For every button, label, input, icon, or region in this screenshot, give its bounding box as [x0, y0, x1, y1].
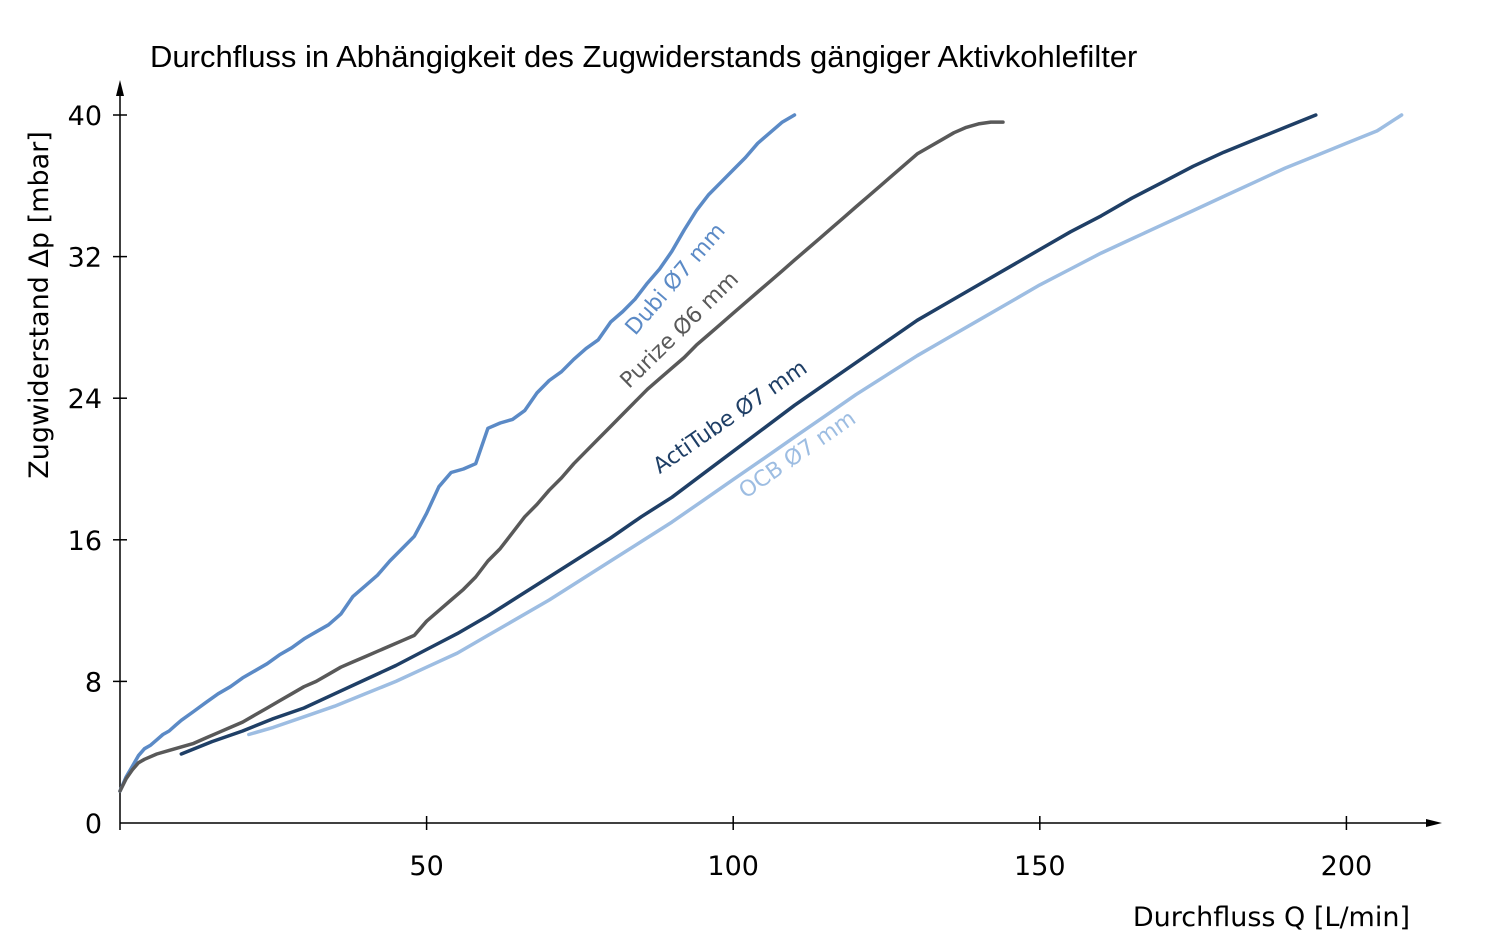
- x-tick-label: 100: [707, 851, 759, 882]
- y-tick-label: 32: [68, 243, 102, 274]
- x-tick-label: 150: [1014, 851, 1066, 882]
- y-tick-label: 0: [85, 809, 102, 840]
- y-axis-label: Zugwiderstand Δp [mbar]: [24, 131, 55, 479]
- y-tick-label: 16: [68, 526, 102, 557]
- ticks: 0 8 16 24 32 40 50 100 150 200: [68, 101, 1373, 882]
- y-axis-arrow: [116, 80, 124, 96]
- series-group: [118, 113, 1404, 793]
- series-line-2: [179, 113, 1318, 756]
- series-line-1: [118, 120, 1005, 793]
- y-tick-label: 8: [85, 667, 102, 698]
- x-tick-label: 200: [1321, 851, 1373, 882]
- series-line-3: [247, 113, 1404, 737]
- x-axis-label: Durchfluss Q [L/min]: [1133, 902, 1410, 933]
- series-line-0: [118, 113, 797, 793]
- axes: [116, 80, 1442, 830]
- x-tick-label: 50: [409, 851, 443, 882]
- x-axis-arrow: [1426, 819, 1442, 827]
- y-tick-label: 24: [68, 384, 102, 415]
- y-tick-label: 40: [68, 101, 102, 132]
- series-label-3: OCB Ø7 mm: [735, 406, 861, 504]
- chart-title: Durchfluss in Abhängigkeit des Zugwiders…: [150, 39, 1137, 74]
